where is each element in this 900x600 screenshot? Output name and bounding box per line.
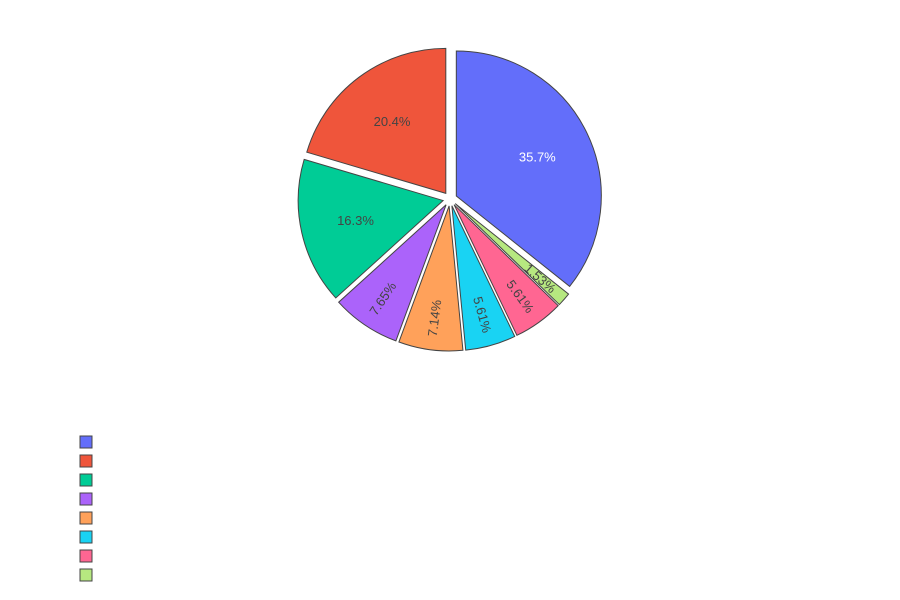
pie-slice-1[interactable]: [455, 50, 602, 288]
legend: [79, 435, 93, 582]
pie-slice-4[interactable]: [451, 205, 516, 351]
legend-swatch: [79, 473, 93, 487]
legend-item[interactable]: [79, 454, 93, 468]
pie-slice-5[interactable]: [398, 205, 464, 352]
pie-slices: [297, 47, 602, 352]
slice-percent-label: 35.7%: [519, 149, 556, 164]
legend-item[interactable]: [79, 473, 93, 487]
slice-percent-label: 20.4%: [374, 114, 411, 129]
legend-swatch: [79, 492, 93, 506]
pie-slice-3[interactable]: [453, 204, 559, 337]
legend-item[interactable]: [79, 435, 93, 449]
legend-item[interactable]: [79, 511, 93, 525]
pie-slice-8[interactable]: [306, 47, 447, 195]
legend-item[interactable]: [79, 549, 93, 563]
slice-percent-label: 16.3%: [337, 213, 374, 228]
legend-swatch: [79, 530, 93, 544]
pie-slice-7[interactable]: [297, 158, 445, 299]
legend-swatch: [79, 549, 93, 563]
legend-item[interactable]: [79, 530, 93, 544]
legend-swatch: [79, 511, 93, 525]
slice-percent-label: 7.14%: [425, 298, 445, 337]
legend-item[interactable]: [79, 492, 93, 506]
pie-slice-2[interactable]: [454, 203, 570, 306]
legend-item[interactable]: [79, 568, 93, 582]
pie-slice-6[interactable]: [337, 204, 447, 342]
legend-swatch: [79, 454, 93, 468]
legend-swatch: [79, 568, 93, 582]
legend-swatch: [79, 435, 93, 449]
